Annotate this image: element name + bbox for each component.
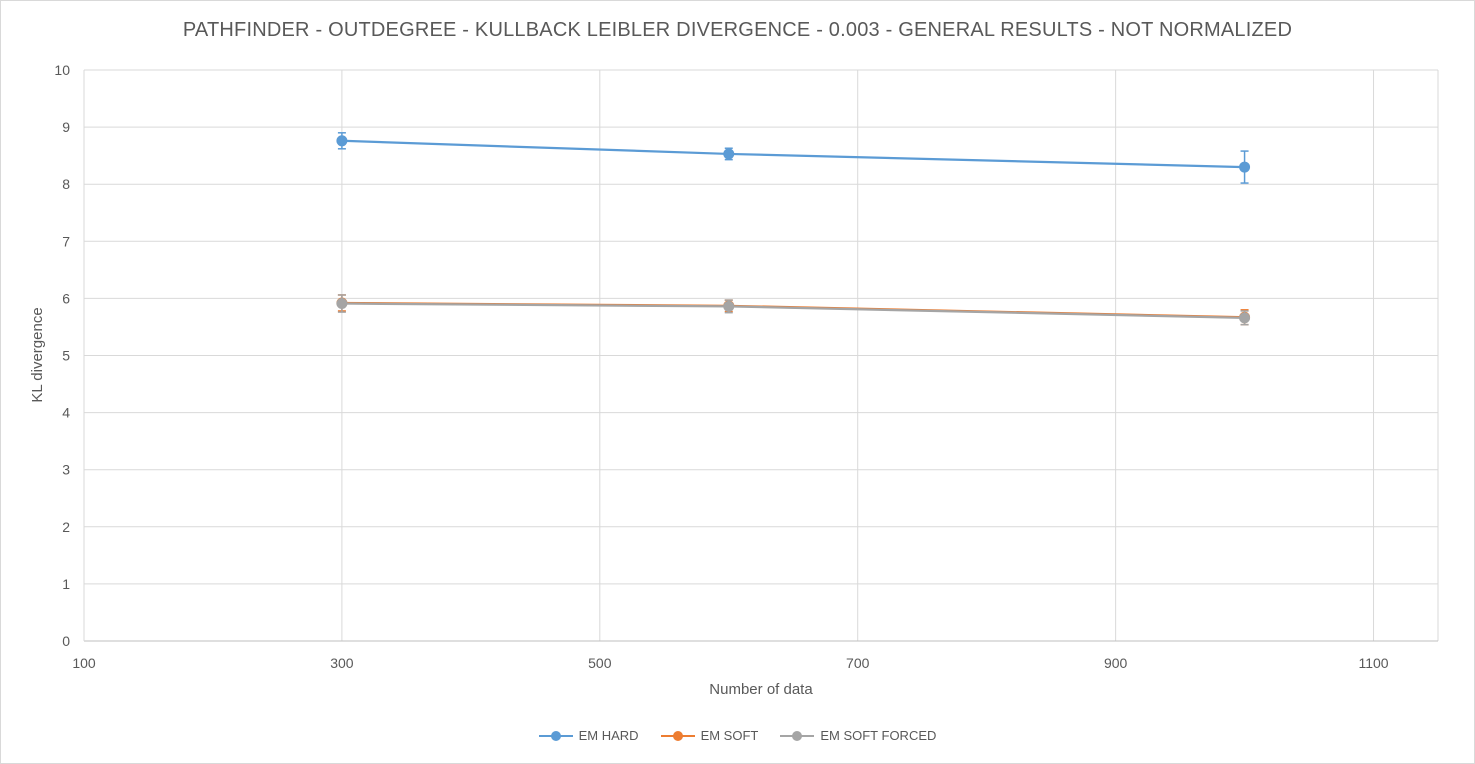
- data-point-em-soft-forced: [1239, 312, 1251, 324]
- data-point-em-soft-forced: [336, 298, 348, 310]
- y-tick-label: 9: [62, 119, 70, 135]
- legend-label: EM HARD: [578, 728, 639, 743]
- legend: EM HARD EM SOFT EM SOFT FORCED: [1, 728, 1474, 743]
- legend-item-em-soft: EM SOFT: [660, 728, 759, 743]
- y-tick-label: 8: [62, 176, 70, 192]
- y-tick-label: 4: [62, 405, 70, 421]
- grid-layer: [84, 69, 1439, 641]
- legend-item-em-hard: EM HARD: [538, 728, 639, 743]
- y-tick-label: 0: [62, 633, 70, 649]
- x-tick-label: 700: [846, 655, 870, 671]
- x-tick-label: 300: [330, 655, 354, 671]
- y-tick-label: 10: [54, 62, 70, 78]
- legend-label: EM SOFT: [700, 728, 759, 743]
- data-point-em-hard: [336, 135, 348, 147]
- legend-swatch-em-hard: [538, 730, 573, 741]
- data-point-em-soft-forced: [723, 300, 735, 312]
- y-tick-label: 1: [62, 576, 70, 592]
- axis-layer: 0 1 2 3 4 5 6 7 8 9 10 100 300 500 700 900 1100: [54, 62, 1438, 671]
- data-point-em-hard: [723, 148, 735, 160]
- data-point-em-hard: [1239, 161, 1251, 173]
- chart-title: PATHFINDER - OUTDEGREE - KULLBACK LEIBLE…: [182, 19, 1293, 41]
- series-line-em-soft-forced: [341, 302, 1245, 319]
- legend-swatch-em-soft-forced: [780, 730, 815, 741]
- legend-marker: [672, 730, 683, 741]
- y-tick-label: 7: [62, 233, 70, 249]
- legend-marker: [550, 730, 561, 741]
- x-axis-title: Number of data: [709, 681, 813, 698]
- x-tick-label: 100: [72, 655, 96, 671]
- legend-label: EM SOFT FORCED: [820, 728, 937, 743]
- legend-item-em-soft-forced: EM SOFT FORCED: [780, 728, 936, 743]
- y-tick-label: 5: [62, 348, 70, 364]
- y-tick-label: 6: [62, 290, 70, 306]
- legend-marker: [792, 730, 803, 741]
- y-tick-label: 3: [62, 462, 70, 478]
- series-line-em-hard: [341, 139, 1245, 169]
- y-axis-title: KL divergence: [29, 307, 46, 402]
- x-tick-label: 500: [588, 655, 612, 671]
- legend-swatch-em-soft: [660, 730, 695, 741]
- x-tick-label: 1100: [1358, 655, 1388, 671]
- series-layer: [336, 132, 1251, 326]
- x-tick-label: 900: [1104, 655, 1128, 671]
- y-tick-label: 2: [62, 519, 70, 535]
